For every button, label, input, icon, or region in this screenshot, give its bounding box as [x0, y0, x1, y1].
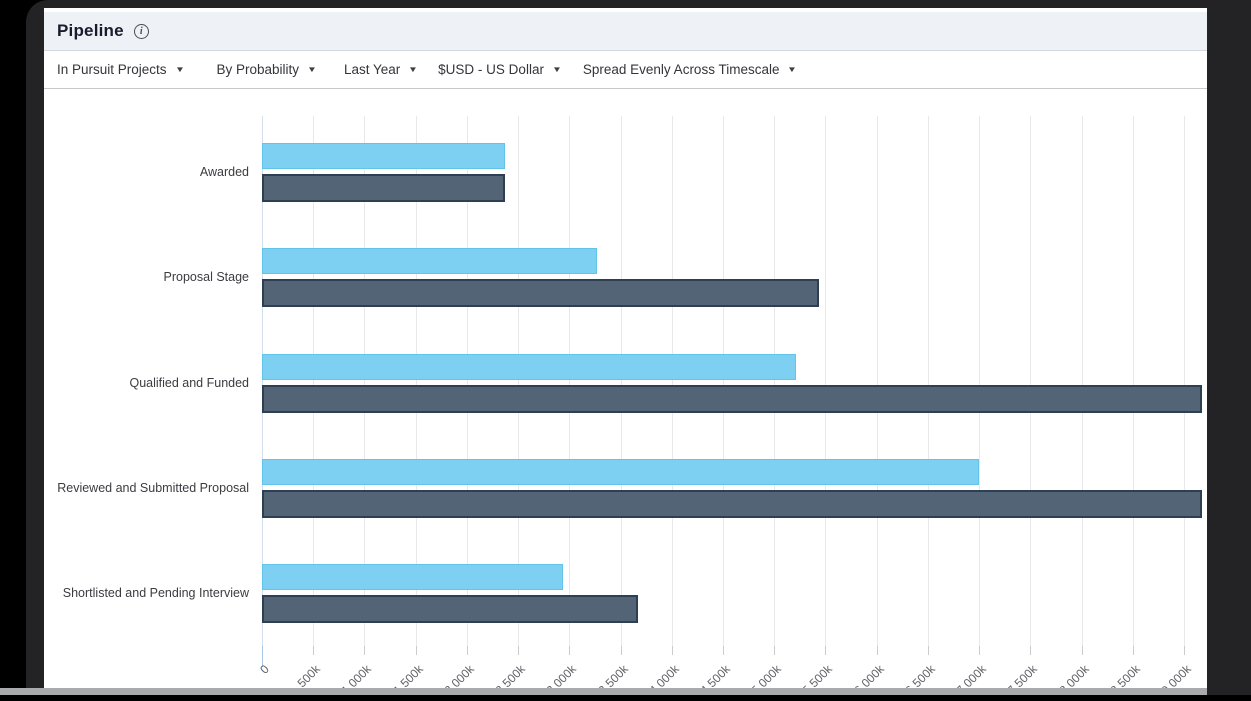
x-tick-label: 0: [257, 662, 272, 677]
gridline: [825, 116, 827, 646]
header-divider: [44, 50, 1207, 51]
axis-tick: [620, 646, 622, 655]
category-label: Shortlisted and Pending Interview: [62, 586, 249, 600]
category-label: Reviewed and Submitted Proposal: [57, 480, 249, 495]
gridline: [313, 116, 315, 646]
axis-tick: [262, 646, 263, 667]
gridline: [1183, 116, 1185, 646]
gridline: [979, 116, 981, 646]
axis-tick: [415, 646, 417, 655]
axis-tick: [313, 646, 315, 655]
category-label: Awarded: [199, 165, 249, 179]
axis-tick: [569, 646, 571, 655]
chevron-down-icon: ▼: [174, 65, 185, 74]
axis-tick: [466, 646, 468, 655]
filter-currency-label: $USD - US Dollar: [438, 62, 544, 77]
chevron-down-icon: ▼: [787, 65, 798, 74]
filter-spread-mode[interactable]: Spread Evenly Across Timescale ▼: [582, 62, 798, 77]
gridline: [1081, 116, 1083, 646]
gridline: [466, 116, 468, 646]
chevron-down-icon: ▼: [551, 65, 562, 74]
axis-tick: [1132, 646, 1134, 655]
bar-light_blue[interactable]: [262, 458, 980, 485]
category-label: Proposal Stage: [163, 270, 249, 285]
chevron-down-icon: ▼: [408, 65, 419, 74]
axis-tick: [774, 646, 776, 655]
axis-tick: [1183, 646, 1185, 655]
filter-probability[interactable]: By Probability ▼: [216, 62, 317, 77]
gridline: [671, 116, 673, 646]
bar-dark_slate[interactable]: [262, 595, 638, 623]
bar-light_blue[interactable]: [262, 248, 597, 275]
filter-projects-type-label: In Pursuit Projects: [57, 62, 167, 77]
bar-dark_slate[interactable]: [262, 279, 820, 308]
gridline: [1132, 116, 1134, 646]
gridline: [774, 116, 776, 646]
axis-tick: [825, 646, 827, 655]
filter-projects-type[interactable]: In Pursuit Projects ▼: [57, 62, 185, 77]
gridline: [1030, 116, 1032, 646]
bar-light_blue[interactable]: [262, 143, 505, 169]
axis-tick: [722, 646, 724, 655]
widget-header: Pipeline i: [44, 12, 1207, 50]
bar-dark_slate[interactable]: [262, 174, 505, 202]
plot-area: 0 500k 1 000k 1 500k 2 000k 2 500k 3 000k 3 500…: [257, 116, 1206, 688]
bar-light_blue[interactable]: [262, 353, 796, 380]
gridline: [415, 116, 417, 646]
bar-dark_slate[interactable]: [262, 384, 1203, 413]
gridline: [364, 116, 366, 646]
horizontal-scrollbar[interactable]: [0, 688, 1207, 695]
axis-tick: [1030, 646, 1032, 655]
gridline: [262, 116, 263, 646]
filter-spread-mode-label: Spread Evenly Across Timescale: [582, 62, 780, 77]
axis-tick: [927, 646, 929, 655]
axis-tick: [671, 646, 673, 655]
pipeline-bar-chart: 0 500k 1 000k 1 500k 2 000k 2 500k 3 000k 3 500…: [44, 88, 1207, 688]
gridline: [722, 116, 724, 646]
filter-timeframe[interactable]: Last Year ▼: [343, 62, 419, 77]
axis-tick: [876, 646, 878, 655]
page-title: Pipeline: [57, 21, 124, 40]
chevron-down-icon: ▼: [307, 65, 317, 74]
info-icon[interactable]: i: [133, 23, 149, 39]
bar-light_blue[interactable]: [262, 564, 564, 590]
filter-probability-label: By Probability: [216, 62, 300, 77]
axis-tick: [1081, 646, 1083, 655]
gridline: [876, 116, 878, 646]
pipeline-widget: Pipeline i In Pursuit Projects ▼ By Prob…: [44, 8, 1207, 688]
gridline: [620, 116, 622, 646]
filter-timeframe-label: Last Year: [343, 62, 401, 77]
axis-tick: [364, 646, 366, 655]
filter-currency[interactable]: $USD - US Dollar ▼: [438, 62, 562, 77]
category-label: Qualified and Funded: [129, 375, 249, 390]
filter-bar-divider: [44, 88, 1207, 89]
bar-dark_slate[interactable]: [262, 489, 1203, 518]
axis-tick: [979, 646, 981, 655]
gridline: [927, 116, 929, 646]
gridline: [569, 116, 571, 646]
axis-tick: [518, 646, 520, 655]
gridline: [518, 116, 520, 646]
filter-bar: In Pursuit Projects ▼ By Probability ▼ L…: [44, 51, 1207, 88]
